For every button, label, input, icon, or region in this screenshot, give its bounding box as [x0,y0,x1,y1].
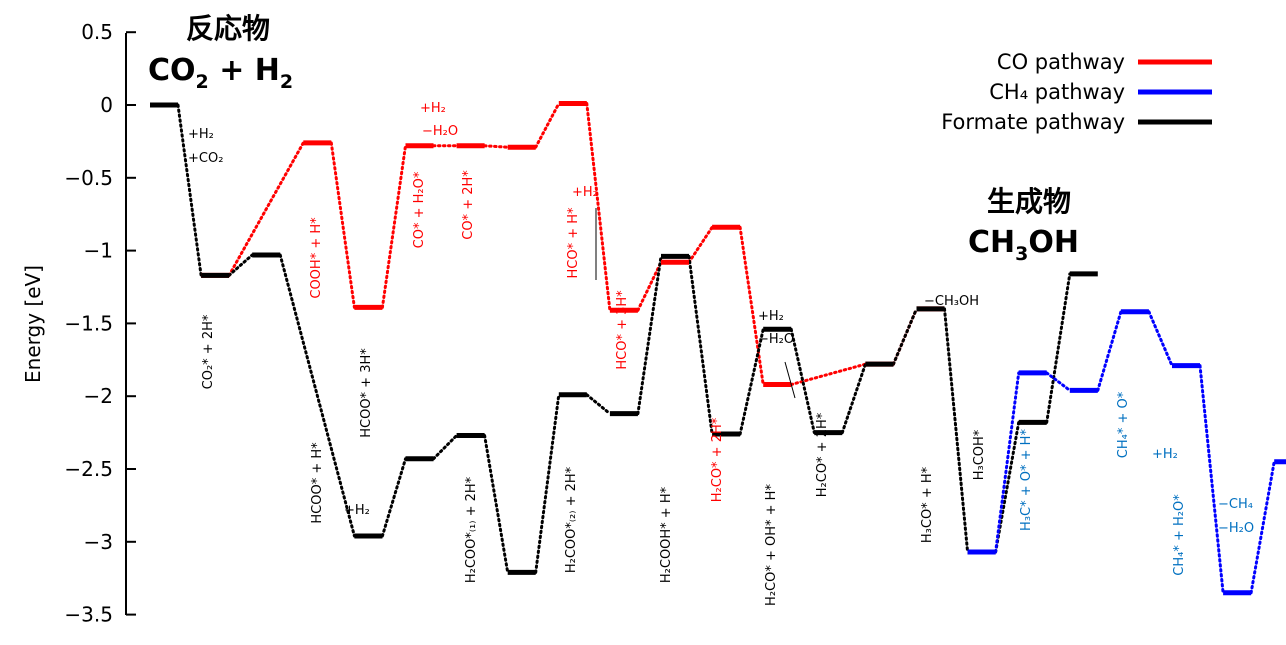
reactant-sub: 2 [196,71,209,93]
pathway-connector [380,457,407,538]
y-tick-label: −1.5 [64,311,113,335]
pathway-connector [227,253,254,277]
product-formula: CH3OH [968,225,1079,265]
annotations: +H₂ +CO₂ +H₂ −H₂O +H₂ +H₂ +H₂ −H₂O −CH₃OH +H₂ −CH₄… [188,101,1254,536]
state-label: H₃COH* [972,429,987,480]
pathway-connector [1198,364,1225,595]
reaction-annotation: +H₂ [572,185,598,200]
state-labels: CO₂* + 2H* COOH* + H* HCOO* + H* HCOO* + 3H… [201,170,1187,606]
state-label: H₃CO* + H* [920,466,935,543]
pathway-connector [687,225,714,264]
state-label: HCO* + 3H* [615,290,630,370]
reaction-annotation: −H₂O [1218,521,1254,536]
reactant-title: 反応物 [186,12,270,45]
state-label: H₂CO* + 2H* [710,417,725,502]
reactant-formula: CO2 + H2 [148,53,293,93]
reaction-annotation: +H₂ [344,503,370,518]
y-tick-label: −2 [84,384,113,408]
pathway-connector [585,102,612,312]
pathway-connector [789,362,867,387]
pathway-connector [840,362,867,435]
state-label: HCO* + H* [566,207,581,279]
pathway-connector [789,327,816,435]
pathway-connector [1147,310,1174,368]
state-label: H₂CO* + 2H* [815,412,830,497]
reaction-annotation: +CO₂ [188,151,223,166]
y-axis-title: Energy [eV] [21,265,45,383]
state-label: CH₄* + O* [1116,391,1131,458]
pathway-connector [687,254,714,436]
pathway-connector [636,254,663,416]
reaction-annotation: +H₂ [188,127,214,142]
state-label: HCOO* + H* [310,442,325,524]
y-tick-label: 0 [100,93,113,117]
state-label: H₂CO* + OH* + H* [764,484,779,606]
y-tick-label: −3 [84,530,113,554]
reactant-co: CO [148,53,196,88]
state-label: H₂COO*₍₁₎ + 2H* [464,476,479,583]
pathway-connector [943,307,970,554]
pathway-connector [483,434,510,574]
state-label: CO₂* + 2H* [201,314,216,389]
y-tick-label: 0.5 [81,20,113,44]
pathway-connector [176,103,203,277]
y-tick-label: −1 [84,239,113,263]
legend-label-ch4: CH₄ pathway [989,80,1125,104]
state-label: CH₄* + H₂O* [1172,494,1187,576]
product-ch: CH [968,225,1015,260]
reaction-annotation: +H₂ [420,101,446,116]
state-label: CO* + 2H* [461,170,476,240]
pathway-connector [1045,272,1072,424]
pathway-connector [585,393,612,416]
pathway-connector [1249,460,1276,595]
pathway-connector [891,307,918,366]
state-label: H₃C* + O* + H* [1019,429,1034,531]
pathway-connector [380,144,407,309]
reactant-plus: + H [209,53,280,88]
product-title: 生成物 [987,185,1071,218]
reaction-annotation: +H₂ [1152,447,1178,462]
y-tick-label: −0.5 [64,166,113,190]
state-label: H₂COO*₍₂₎ + 2H* [564,466,579,573]
product-sub: 3 [1015,243,1028,265]
pathway-connector [329,141,356,309]
reaction-annotation: −CH₃OH [924,294,979,309]
reaction-annotation: −H₂O [422,124,458,139]
state-label: CO* + H₂O* [412,171,427,248]
pathway-connector [1045,371,1072,392]
pathway-connector [1096,310,1123,392]
pathway-connector [432,434,459,461]
pathway-connector [636,260,663,312]
reactant-sub2: 2 [280,71,293,93]
pathway-connector [534,393,561,574]
pathway-connector [483,144,510,149]
reaction-annotation: +H₂ [758,309,784,324]
pathway-connector [738,225,765,387]
state-label: HCOO* + 3H* [359,348,374,438]
annotation-leader-2 [784,361,796,399]
y-tick-label: −3.5 [64,603,113,627]
pathway-connector [738,327,765,436]
pathway-connector [227,141,305,277]
energy-levels [150,101,1286,596]
y-tick-label: −2.5 [64,457,113,481]
reaction-annotation: −H₂O [758,332,794,347]
legend-label-co: CO pathway [997,50,1125,74]
pathway-connector [534,102,561,149]
y-ticks: 0.5 0 −0.5 −1 −1.5 −2 −2.5 −3 −3.5 [64,20,136,627]
state-label: H₂COOH* + H* [659,486,674,583]
pathway-connector [278,253,356,538]
legend-label-formate: Formate pathway [941,110,1125,134]
state-label: COOH* + H* [309,217,324,299]
connectors [176,102,1276,595]
reaction-annotation: −CH₄ [1218,497,1253,512]
legend: CO pathway CH₄ pathway Formate pathway [941,50,1212,134]
pathway-connector [994,371,1021,554]
product-rest: OH [1028,225,1079,260]
